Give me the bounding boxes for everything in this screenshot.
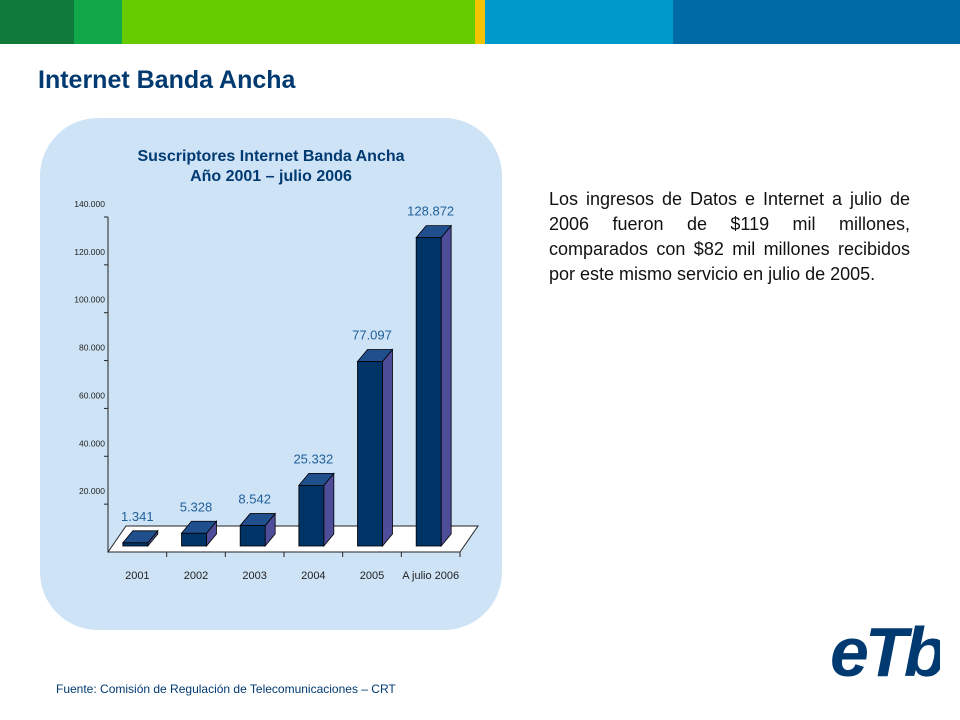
header-band-6 bbox=[673, 0, 960, 44]
bar-side bbox=[440, 224, 452, 548]
bar bbox=[298, 484, 325, 547]
logo-text: eTb bbox=[830, 613, 940, 690]
y-tick-label: 20.000 bbox=[79, 486, 105, 496]
page-title: Internet Banda Ancha bbox=[38, 66, 296, 94]
x-tick-label: 2001 bbox=[125, 570, 149, 582]
data-label: 77.097 bbox=[352, 328, 392, 343]
data-label: 8.542 bbox=[238, 492, 271, 507]
header-band-4 bbox=[475, 0, 485, 44]
bar bbox=[357, 361, 383, 547]
header-band-2 bbox=[74, 0, 122, 44]
y-tick-label: 140.000 bbox=[74, 199, 105, 209]
header-band-1 bbox=[0, 0, 74, 44]
bar bbox=[122, 542, 149, 547]
source-note: Fuente: Comisión de Regulación de Teleco… bbox=[56, 682, 396, 696]
bar bbox=[181, 532, 207, 547]
x-tick-label: A julio 2006 bbox=[402, 570, 459, 582]
x-tick-label: 2003 bbox=[242, 570, 266, 582]
header-band-3 bbox=[122, 0, 475, 44]
bar-side bbox=[382, 348, 393, 548]
x-tick-label: 2002 bbox=[184, 570, 208, 582]
data-label: 128.872 bbox=[407, 204, 454, 219]
header-color-bar bbox=[0, 0, 960, 44]
header-band-5 bbox=[485, 0, 673, 44]
chart-subtitle: Año 2001 – julio 2006 bbox=[190, 168, 352, 185]
x-tick-label: 2004 bbox=[301, 570, 325, 582]
y-tick-label: 100.000 bbox=[74, 295, 105, 305]
x-tick-label: 2005 bbox=[360, 570, 384, 582]
y-tick-label: 40.000 bbox=[79, 438, 105, 448]
bar bbox=[239, 525, 266, 547]
bar bbox=[415, 237, 442, 547]
y-tick-label: 120.000 bbox=[74, 247, 105, 257]
data-label: 5.328 bbox=[180, 499, 213, 514]
summary-text: Los ingresos de Datos e Internet a julio… bbox=[549, 189, 910, 284]
y-tick-label: 60.000 bbox=[79, 390, 105, 400]
bar-side bbox=[323, 472, 335, 548]
etb-logo: eTb bbox=[830, 613, 940, 690]
chart-title: Suscriptores Internet Banda Ancha bbox=[137, 148, 405, 165]
data-label: 1.341 bbox=[121, 509, 154, 524]
y-tick-label: 80.000 bbox=[79, 343, 105, 353]
chart-title-block: Suscriptores Internet Banda Ancha Año 20… bbox=[40, 147, 502, 187]
data-label: 25.332 bbox=[293, 451, 333, 466]
